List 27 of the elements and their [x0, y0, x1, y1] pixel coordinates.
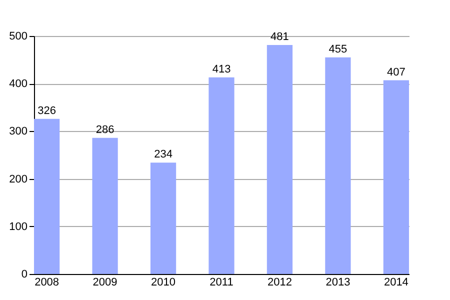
x-tick-label: 2013: [326, 276, 350, 288]
data-label: 407: [387, 66, 406, 78]
y-tick-label: 200: [9, 173, 28, 186]
y-tick-label: 100: [9, 220, 28, 233]
x-tick-label: 2011: [210, 276, 234, 288]
x-tick-label: 2012: [267, 276, 292, 288]
bar: [208, 77, 234, 274]
x-tick-label: 2014: [384, 276, 408, 288]
bar: [383, 80, 409, 274]
bar: [34, 118, 60, 274]
y-tick-label: 500: [9, 30, 28, 42]
bar: [150, 162, 176, 274]
x-tick-label: 2010: [151, 276, 176, 288]
bar: [266, 45, 293, 274]
data-label: 286: [96, 124, 114, 136]
data-label: 234: [154, 148, 172, 161]
data-label: 413: [212, 63, 231, 76]
bar: [325, 57, 351, 274]
y-tick-label: 400: [9, 78, 28, 90]
bar: [92, 138, 118, 274]
data-label: 326: [38, 104, 56, 117]
x-tick-label: 2009: [92, 276, 118, 288]
data-label: 481: [270, 31, 289, 44]
x-tick-label: 2008: [34, 276, 60, 288]
y-tick-label: 300: [9, 126, 28, 138]
data-label: 455: [328, 43, 348, 56]
y-tick-label: 0: [21, 268, 28, 280]
